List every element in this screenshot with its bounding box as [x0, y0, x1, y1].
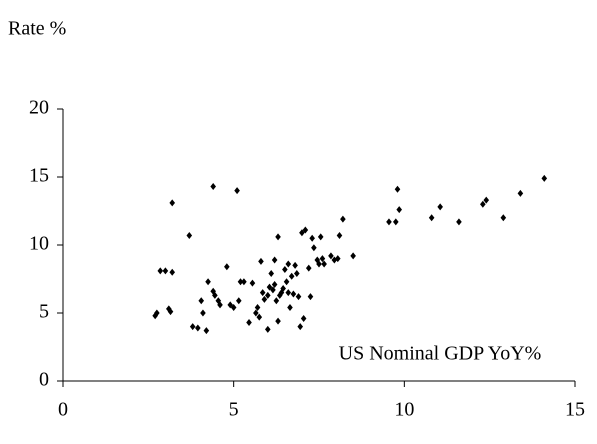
- point: [249, 279, 256, 287]
- y-axis-label: Rate %: [8, 18, 66, 40]
- y-tick-label: 5: [39, 301, 49, 323]
- point: [198, 297, 205, 305]
- point: [394, 185, 401, 193]
- point: [256, 313, 263, 321]
- x-axis-label: US Nominal GDP YoY%: [339, 343, 542, 365]
- point: [212, 291, 218, 299]
- point: [195, 324, 201, 332]
- point: [456, 218, 462, 226]
- point: [285, 289, 292, 297]
- point: [350, 252, 356, 260]
- point: [203, 327, 210, 335]
- point: [234, 187, 240, 195]
- point: [300, 314, 307, 322]
- point: [210, 287, 216, 295]
- point: [230, 304, 237, 312]
- x-tick-label: 5: [229, 399, 239, 421]
- point: [437, 203, 443, 211]
- point: [295, 293, 302, 301]
- point: [258, 257, 264, 265]
- point: [254, 304, 261, 312]
- point: [169, 268, 176, 276]
- point: [386, 218, 392, 226]
- point: [186, 231, 193, 239]
- point: [309, 234, 315, 242]
- point: [227, 301, 234, 309]
- y-tick-label: 10: [29, 233, 49, 255]
- point: [305, 264, 312, 272]
- point: [500, 214, 507, 222]
- point: [297, 323, 304, 331]
- point: [290, 290, 297, 298]
- point: [480, 200, 486, 208]
- point: [271, 256, 278, 264]
- point: [162, 267, 169, 275]
- point: [261, 295, 268, 303]
- point: [334, 255, 341, 263]
- point: [428, 214, 435, 222]
- point: [288, 272, 295, 280]
- point: [189, 323, 196, 331]
- point: [275, 233, 281, 241]
- point: [541, 174, 548, 182]
- point: [169, 199, 176, 207]
- x-tick-label: 0: [58, 399, 68, 421]
- point: [307, 293, 314, 301]
- point: [302, 226, 309, 234]
- point: [393, 218, 399, 226]
- point: [280, 285, 286, 293]
- y-tick-label: 15: [29, 165, 49, 187]
- point: [259, 289, 266, 297]
- point: [241, 278, 247, 286]
- point: [336, 231, 343, 239]
- point: [167, 308, 174, 316]
- point: [311, 244, 317, 252]
- point: [154, 309, 160, 317]
- point: [319, 255, 326, 263]
- point: [287, 304, 293, 312]
- point: [157, 267, 164, 275]
- point: [217, 301, 223, 309]
- point: [483, 196, 490, 204]
- point: [200, 309, 206, 317]
- point: [283, 278, 290, 286]
- point: [328, 252, 334, 260]
- point: [275, 317, 281, 325]
- point: [246, 319, 252, 327]
- point: [253, 309, 259, 317]
- point: [294, 270, 300, 278]
- point: [285, 260, 292, 268]
- point: [321, 260, 327, 268]
- point: [265, 291, 271, 299]
- point: [271, 280, 278, 288]
- point: [210, 183, 216, 191]
- point: [265, 325, 271, 333]
- point: [340, 215, 346, 223]
- point: [224, 263, 230, 271]
- point: [396, 206, 403, 214]
- x-tick-label: 10: [394, 399, 414, 421]
- point: [205, 278, 211, 286]
- point: [517, 189, 524, 197]
- point: [282, 265, 288, 273]
- point: [316, 260, 322, 268]
- point: [317, 233, 324, 241]
- point: [235, 297, 242, 305]
- point: [273, 297, 280, 305]
- point: [268, 270, 275, 278]
- x-tick-label: 15: [565, 399, 585, 421]
- y-tick-label: 0: [39, 369, 49, 391]
- y-tick-label: 20: [29, 97, 49, 119]
- point: [292, 261, 298, 269]
- point: [266, 283, 273, 291]
- point: [270, 286, 276, 294]
- point: [299, 229, 305, 237]
- point: [331, 256, 338, 264]
- point: [237, 278, 244, 286]
